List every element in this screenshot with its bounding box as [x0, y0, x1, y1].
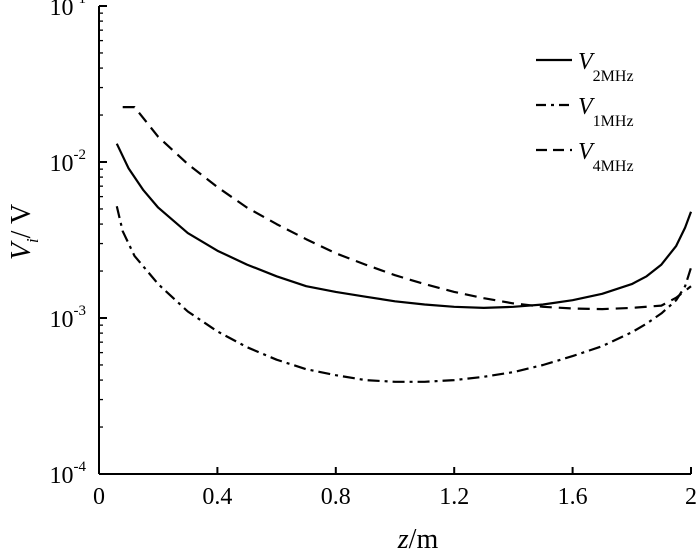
- legend-label: V2MHz: [578, 49, 634, 85]
- plot-area: [98, 6, 691, 475]
- series-line-4MHz: [122, 106, 692, 311]
- y-axis-title-sub: i: [23, 238, 42, 243]
- y-tick-label: 10-2: [50, 147, 87, 177]
- x-ticks: 0 0.4 0.8 1.2 1.6 2: [93, 467, 697, 510]
- x-tick-label: 2: [685, 484, 697, 510]
- y-tick-label: 10-1: [50, 0, 87, 21]
- y-tick-label: 10-4: [50, 459, 87, 489]
- series-lines: [115, 106, 693, 383]
- y-axis-title-var: V: [6, 240, 37, 260]
- x-axis-title-unit: /m: [409, 524, 439, 555]
- series-line-1MHz: [115, 206, 693, 383]
- x-tick-label: 1.2: [439, 484, 469, 510]
- y-tick-label: 10-3: [50, 303, 87, 333]
- series-line-2MHz: [115, 143, 693, 309]
- x-tick-label: 0.8: [321, 484, 351, 510]
- x-axis-title: z/m: [397, 524, 439, 555]
- legend: V2MHz V1MHz V4MHz: [536, 49, 634, 175]
- y-ticks: 10-1 10-2 10-3 10-4: [50, 0, 107, 489]
- x-tick-label: 0.4: [202, 484, 232, 510]
- x-tick-label: 1.6: [558, 484, 588, 510]
- legend-label: V4MHz: [578, 139, 634, 175]
- x-axis-title-var: z: [397, 524, 409, 555]
- x-tick-label: 0: [93, 484, 105, 510]
- legend-label: V1MHz: [578, 94, 634, 130]
- y-axis-title-unit: / V: [6, 204, 37, 239]
- y-axis-title: Vi/ V: [6, 204, 42, 260]
